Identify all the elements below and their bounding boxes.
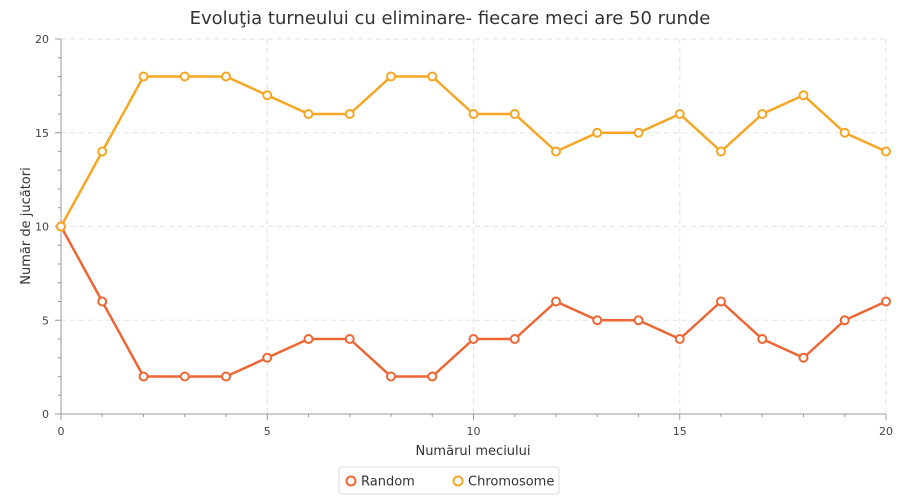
data-point[interactable] <box>881 146 891 157</box>
data-point[interactable] <box>716 296 726 307</box>
data-point[interactable] <box>262 352 273 363</box>
data-point[interactable] <box>674 109 685 119</box>
data-point[interactable] <box>509 109 520 119</box>
data-point[interactable] <box>427 71 438 82</box>
legend-item-chromosome[interactable]: Chromosome <box>452 475 555 490</box>
y-axis-title: Număr de jucători <box>19 167 34 284</box>
grid <box>61 38 887 414</box>
data-point[interactable] <box>798 90 809 101</box>
x-tick-label: 20 <box>879 425 893 438</box>
data-point[interactable] <box>97 296 108 307</box>
data-point[interactable] <box>56 221 66 232</box>
data-point[interactable] <box>138 71 149 82</box>
data-point[interactable] <box>386 71 396 82</box>
y-tick-label: 20 <box>35 33 49 46</box>
data-point[interactable] <box>262 90 273 101</box>
data-point[interactable] <box>592 315 603 326</box>
data-point[interactable] <box>386 371 396 382</box>
data-point[interactable] <box>633 315 644 326</box>
data-point[interactable] <box>344 334 355 344</box>
x-tick-label: 0 <box>58 425 65 438</box>
tick-labels: 0 5 10 15 20 0 5 10 15 20 <box>35 33 893 438</box>
legend-label: Random <box>361 475 415 490</box>
data-point[interactable] <box>757 334 768 344</box>
y-tick-label: 15 <box>35 127 49 140</box>
data-point[interactable] <box>881 296 891 307</box>
data-point[interactable] <box>592 127 603 138</box>
data-point[interactable] <box>839 315 850 326</box>
x-tick-label: 15 <box>673 425 687 438</box>
data-point[interactable] <box>179 71 190 82</box>
data-point[interactable] <box>551 146 561 157</box>
data-point[interactable] <box>757 109 768 119</box>
data-point[interactable] <box>344 109 355 119</box>
data-point[interactable] <box>427 371 438 382</box>
data-point[interactable] <box>221 71 231 82</box>
legend-item-random[interactable]: Random <box>345 475 415 490</box>
y-tick-label: 10 <box>35 221 49 234</box>
data-point[interactable] <box>221 371 231 382</box>
data-point[interactable] <box>303 334 314 344</box>
chart-title: Evoluţia turneului cu eliminare- fiecare… <box>190 8 711 29</box>
legend-label: Chromosome <box>468 475 554 490</box>
data-point[interactable] <box>551 296 561 307</box>
legend: Random Chromosome <box>338 466 560 495</box>
series-chromosome <box>56 71 891 232</box>
data-point[interactable] <box>716 146 726 157</box>
data-point[interactable] <box>179 371 190 382</box>
data-point[interactable] <box>633 127 644 138</box>
x-axis-title: Numărul meciului <box>415 444 530 459</box>
x-tick-label: 5 <box>264 425 271 438</box>
data-point[interactable] <box>509 334 520 344</box>
data-point[interactable] <box>97 146 108 157</box>
y-tick-label: 0 <box>42 408 49 421</box>
legend-marker <box>452 475 464 487</box>
data-point[interactable] <box>674 334 685 344</box>
legend-marker <box>345 475 357 487</box>
data-point[interactable] <box>468 334 479 344</box>
y-tick-label: 5 <box>42 314 49 327</box>
data-point[interactable] <box>839 127 850 138</box>
legend-box <box>338 466 560 495</box>
data-point[interactable] <box>138 371 149 382</box>
data-point[interactable] <box>798 352 809 363</box>
data-point[interactable] <box>468 109 479 119</box>
x-tick-label: 10 <box>467 425 481 438</box>
axes <box>55 38 887 420</box>
data-point[interactable] <box>303 109 314 119</box>
series <box>56 71 891 382</box>
